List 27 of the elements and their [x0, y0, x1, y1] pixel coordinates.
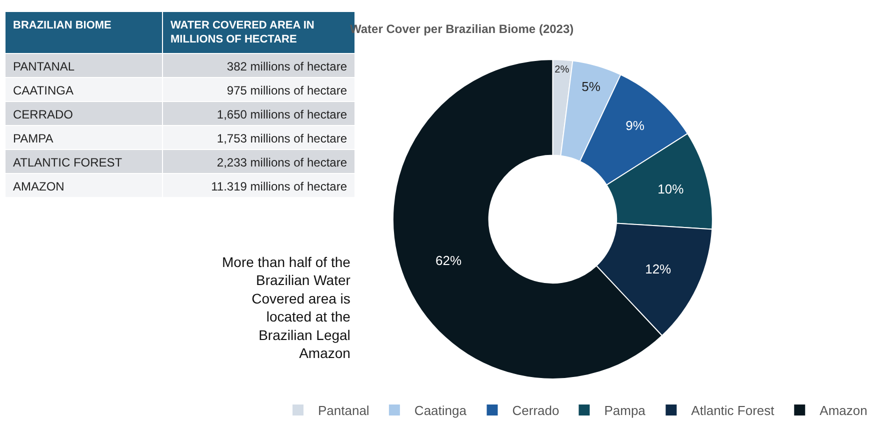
- category-label: AMAZON: [13, 180, 64, 194]
- data-label: 62%: [435, 252, 462, 268]
- legend-label: Pantanal: [318, 403, 370, 418]
- legend-label: Pampa: [604, 403, 646, 418]
- text: WATER COVERED AREA IN MILLIONS OF HECTARE: [170, 19, 314, 46]
- text: 975 millions of hectare: [226, 84, 347, 98]
- data-label: 12%: [645, 261, 672, 276]
- legend-label: Atlantic Forest: [691, 403, 775, 418]
- data-label: 10%: [658, 181, 684, 196]
- text: 11.319 millions of hectare: [211, 180, 347, 194]
- data-label: 2%: [554, 64, 570, 76]
- category-label: CAATINGA: [13, 84, 74, 98]
- text: 382 millions of hectare: [226, 60, 347, 74]
- text: More than half of the Brazilian Water Covered area is located at the Brazilian Legal Amazon: [222, 254, 351, 361]
- data-label: 9%: [626, 118, 645, 134]
- text: 2,233 millions of hectare: [216, 156, 347, 170]
- text: 1,650 millions of hectare: [216, 108, 347, 122]
- legend-label: Amazon: [820, 403, 868, 418]
- text: BRAZILIAN BIOME: [13, 19, 112, 32]
- data-label: 5%: [582, 79, 601, 94]
- category-label: ATLANTIC FOREST: [13, 156, 123, 170]
- category-label: PAMPA: [13, 132, 54, 146]
- category-label: CERRADO: [13, 108, 74, 122]
- legend-label: Cerrado: [512, 403, 560, 418]
- category-label: PANTANAL: [13, 60, 75, 74]
- text: 1,753 millions of hectare: [216, 132, 347, 146]
- legend-label: Caatinga: [414, 403, 468, 418]
